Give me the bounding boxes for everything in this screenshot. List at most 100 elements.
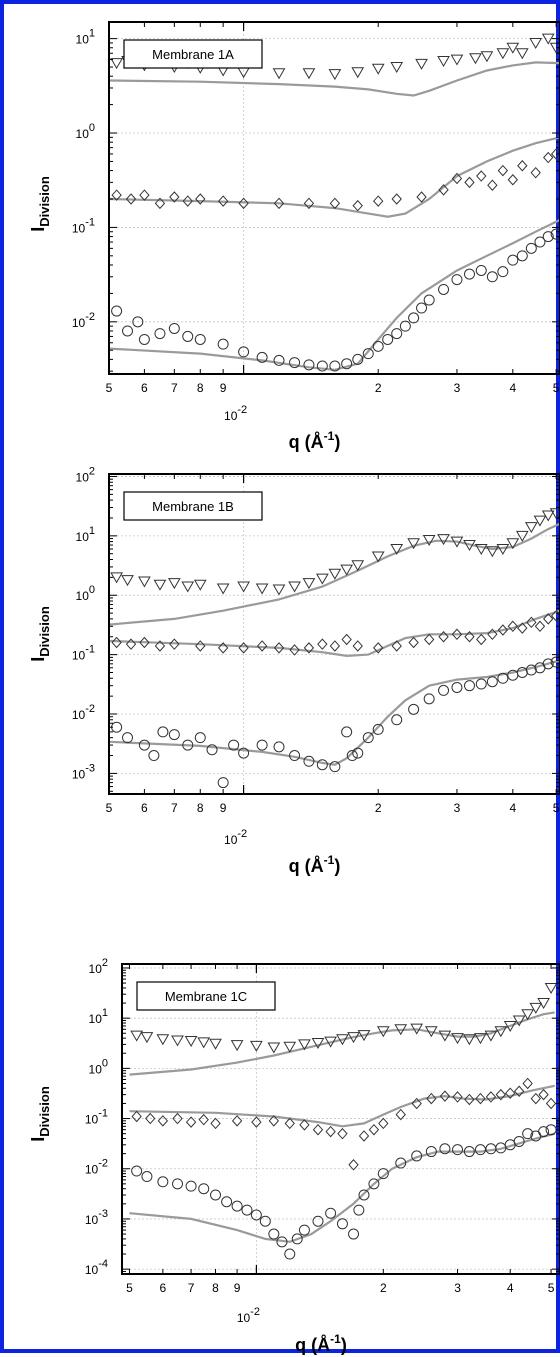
data-point-diamond [391, 640, 402, 652]
data-point-triangle [496, 48, 510, 60]
series-circle [111, 656, 560, 789]
data-point-triangle [415, 58, 428, 70]
data-point-triangle [437, 534, 450, 546]
data-point-triangle [484, 1030, 498, 1042]
data-point-circle [525, 242, 537, 254]
data-point-diamond [451, 172, 463, 185]
y-axis-title: IDivision [28, 606, 52, 662]
data-point-diamond [505, 1087, 516, 1099]
data-point-diamond [329, 640, 341, 652]
data-point-triangle [371, 63, 385, 75]
x-tick-label: 5 [106, 381, 113, 395]
panel-label: Membrane 1B [152, 499, 234, 514]
data-point-circle [157, 726, 169, 738]
data-point-diamond [312, 1123, 324, 1136]
data-point-circle [463, 1146, 475, 1158]
data-point-triangle [506, 42, 520, 54]
data-point-circle [534, 236, 546, 248]
y-tick-label: 10-1 [85, 1108, 108, 1127]
data-point-diamond [368, 1123, 380, 1136]
data-point-circle [399, 320, 411, 332]
panel-label: Membrane 1C [165, 989, 247, 1004]
data-point-triangle [422, 535, 436, 547]
data-point-circle [276, 1236, 288, 1248]
fit-line-1 [108, 61, 560, 97]
data-point-circle [111, 305, 123, 317]
data-point-triangle [283, 1041, 297, 1053]
panel-label-box [136, 981, 276, 1011]
data-point-circle [486, 271, 498, 283]
data-point-circle [303, 359, 315, 371]
x-tick-label: 6 [141, 801, 148, 815]
data-point-diamond [131, 1110, 142, 1123]
y-tick-label: 102 [89, 957, 108, 976]
data-point-diamond [145, 1112, 156, 1125]
data-point-triangle [267, 1042, 281, 1054]
data-point-triangle [390, 544, 404, 556]
y-tick-label: 100 [76, 122, 95, 141]
data-point-circle [362, 732, 374, 744]
x-tick-label: 3 [454, 1281, 461, 1295]
plot-frame [108, 21, 560, 375]
data-point-triangle [529, 37, 543, 49]
data-point-diamond [317, 638, 328, 650]
x-tick-label: 4 [507, 1281, 514, 1295]
data-point-circle [250, 1209, 262, 1221]
data-point-circle [475, 264, 487, 276]
data-point-circle [416, 302, 428, 314]
chart-panel-2: 10-3 10-2 10-1 100 101 102 5 6 7 8 9 2 3 4 5 10-2 Membra… [28, 465, 560, 876]
data-point-triangle [315, 573, 329, 585]
data-point-triangle [298, 1039, 311, 1051]
data-point-circle [395, 1157, 407, 1169]
data-point-diamond [273, 642, 285, 654]
data-point-diamond [111, 189, 122, 201]
data-point-triangle [424, 1026, 438, 1038]
data-point-triangle [357, 1030, 371, 1042]
data-point-diamond [416, 191, 427, 203]
data-point-diamond [487, 179, 498, 191]
data-point-circle [423, 693, 435, 705]
data-point-circle [336, 1218, 348, 1230]
data-point-circle [154, 328, 166, 340]
data-point-circle [516, 667, 528, 679]
data-point-circle [463, 268, 475, 280]
data-point-diamond [507, 620, 518, 633]
data-point-circle [525, 664, 537, 676]
data-point-circle [268, 1228, 280, 1240]
data-point-diamond [125, 193, 137, 205]
data-point-circle [542, 231, 554, 243]
data-point-diamond [210, 1117, 221, 1130]
data-point-triangle [302, 578, 316, 590]
data-point-diamond [303, 642, 315, 654]
data-point-diamond [337, 1127, 348, 1140]
panel-label-box [123, 39, 263, 69]
data-point-circle [538, 1126, 550, 1138]
data-point-diamond [352, 199, 363, 212]
data-point-triangle [450, 536, 464, 548]
x-tick-label: 8 [197, 801, 204, 815]
figure-svg: 10-2 10-1 100 101 5 6 7 8 9 2 3 4 5 10-2 Membrane 1A q … [28, 21, 560, 1355]
y-tick-label: 101 [76, 525, 95, 544]
data-point-diamond [543, 613, 554, 625]
data-point-circle [513, 1135, 525, 1147]
x-decade-label: 10-2 [224, 828, 247, 847]
data-point-circle [157, 1176, 169, 1188]
data-point-diamond [154, 640, 166, 652]
data-point-circle [408, 703, 420, 715]
data-point-circle [352, 747, 364, 759]
series-triangle-down [130, 982, 558, 1054]
y-tick-label: 101 [89, 1007, 108, 1026]
panel-label: Membrane 1A [152, 47, 234, 62]
data-point-triangle [541, 510, 555, 522]
x-axis-title: q (Å-1) [295, 1332, 347, 1355]
data-point-diamond [373, 642, 384, 654]
data-point-circle [148, 750, 160, 762]
data-point-circle [391, 328, 403, 340]
data-point-triangle [524, 522, 538, 534]
data-point-circle [132, 316, 144, 328]
data-point-diamond [378, 1117, 389, 1130]
x-tick-label: 3 [454, 381, 461, 395]
data-point-diamond [169, 638, 180, 650]
x-decade-label: 10-2 [237, 1306, 260, 1325]
